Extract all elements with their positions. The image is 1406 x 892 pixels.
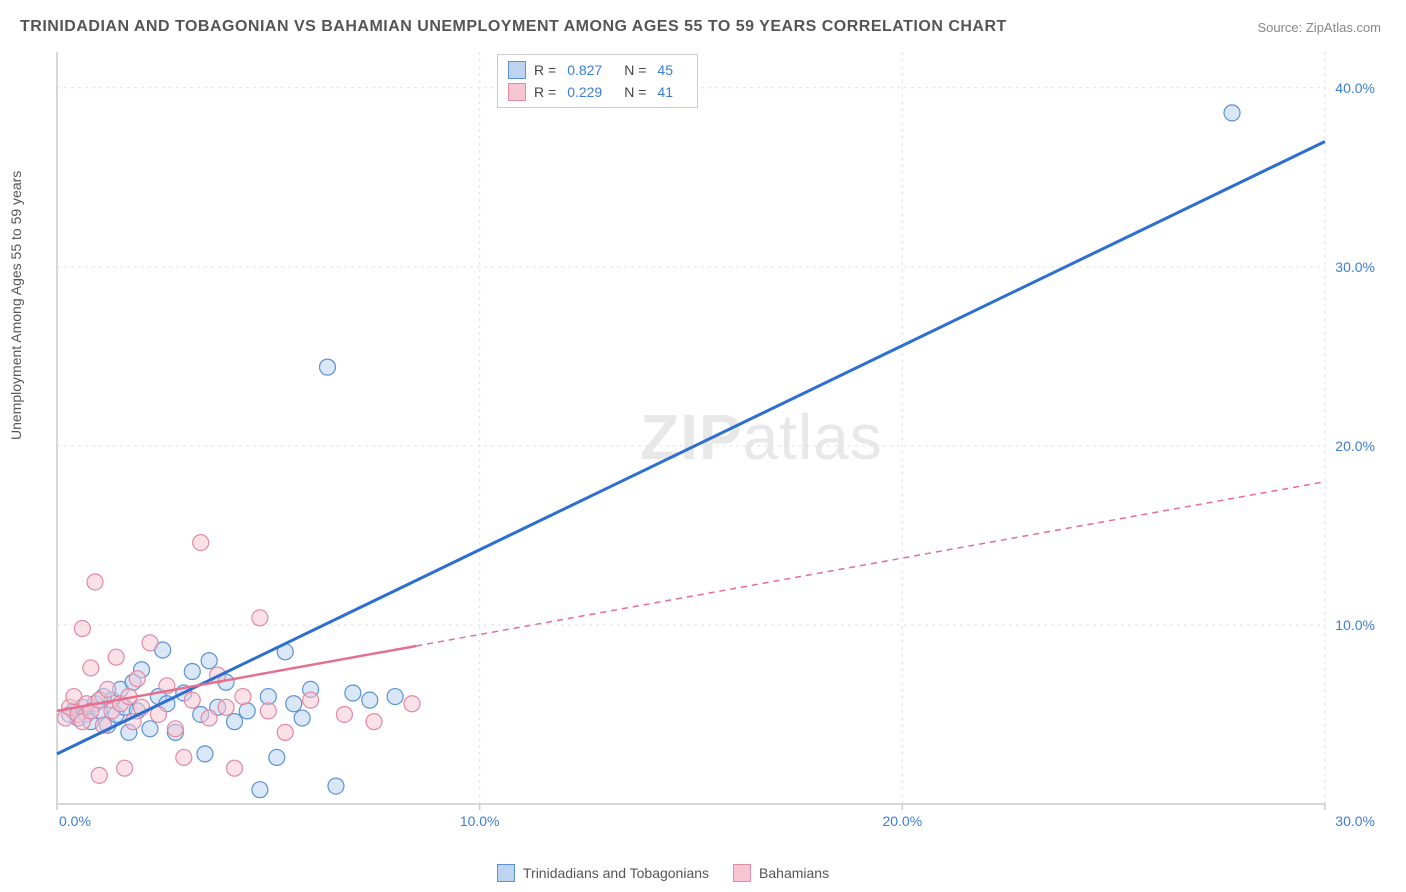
legend-stats-row-0: R = 0.827 N = 45 [508,59,687,81]
y-tick-label: 30.0% [1335,259,1375,275]
legend-r-value-0: 0.827 [567,62,602,78]
legend-n-label-0: N = [624,62,646,78]
legend-r-value-1: 0.229 [567,84,602,100]
legend-stats: R = 0.827 N = 45 R = 0.229 N = 41 [497,54,698,108]
source-attribution: Source: ZipAtlas.com [1257,20,1381,35]
legend-series-swatch-1 [733,864,751,882]
correlation-chart: TRINIDADIAN AND TOBAGONIAN VS BAHAMIAN U… [0,0,1406,892]
y-tick-label: 10.0% [1335,617,1375,633]
legend-r-label-1: R = [534,84,556,100]
legend-swatch-0 [508,61,526,79]
legend-r-label-0: R = [534,62,556,78]
x-tick-label: 20.0% [882,813,922,829]
legend-series-label-0: Trinidadians and Tobagonians [523,865,709,881]
legend-series: Trinidadians and Tobagonians Bahamians [497,864,829,882]
legend-n-value-1: 41 [657,84,673,100]
x-tick-label: 0.0% [59,813,91,829]
x-tick-label: 10.0% [460,813,500,829]
plot-area: 0.0% 10.0% 20.0% 30.0% 10.0% 20.0% 30.0% 40.0% [55,50,1385,840]
legend-swatch-1 [508,83,526,101]
y-tick-label: 40.0% [1335,80,1375,96]
legend-series-swatch-0 [497,864,515,882]
y-tick-label: 20.0% [1335,438,1375,454]
x-tick-label: 30.0% [1335,813,1375,829]
legend-stats-row-1: R = 0.229 N = 41 [508,81,687,103]
legend-series-item-1: Bahamians [733,864,829,882]
chart-title: TRINIDADIAN AND TOBAGONIAN VS BAHAMIAN U… [20,18,1007,36]
legend-n-label-1: N = [624,84,646,100]
legend-n-value-0: 45 [657,62,673,78]
legend-series-item-0: Trinidadians and Tobagonians [497,864,709,882]
y-axis-label: Unemployment Among Ages 55 to 59 years [8,171,24,440]
legend-series-label-1: Bahamians [759,865,829,881]
